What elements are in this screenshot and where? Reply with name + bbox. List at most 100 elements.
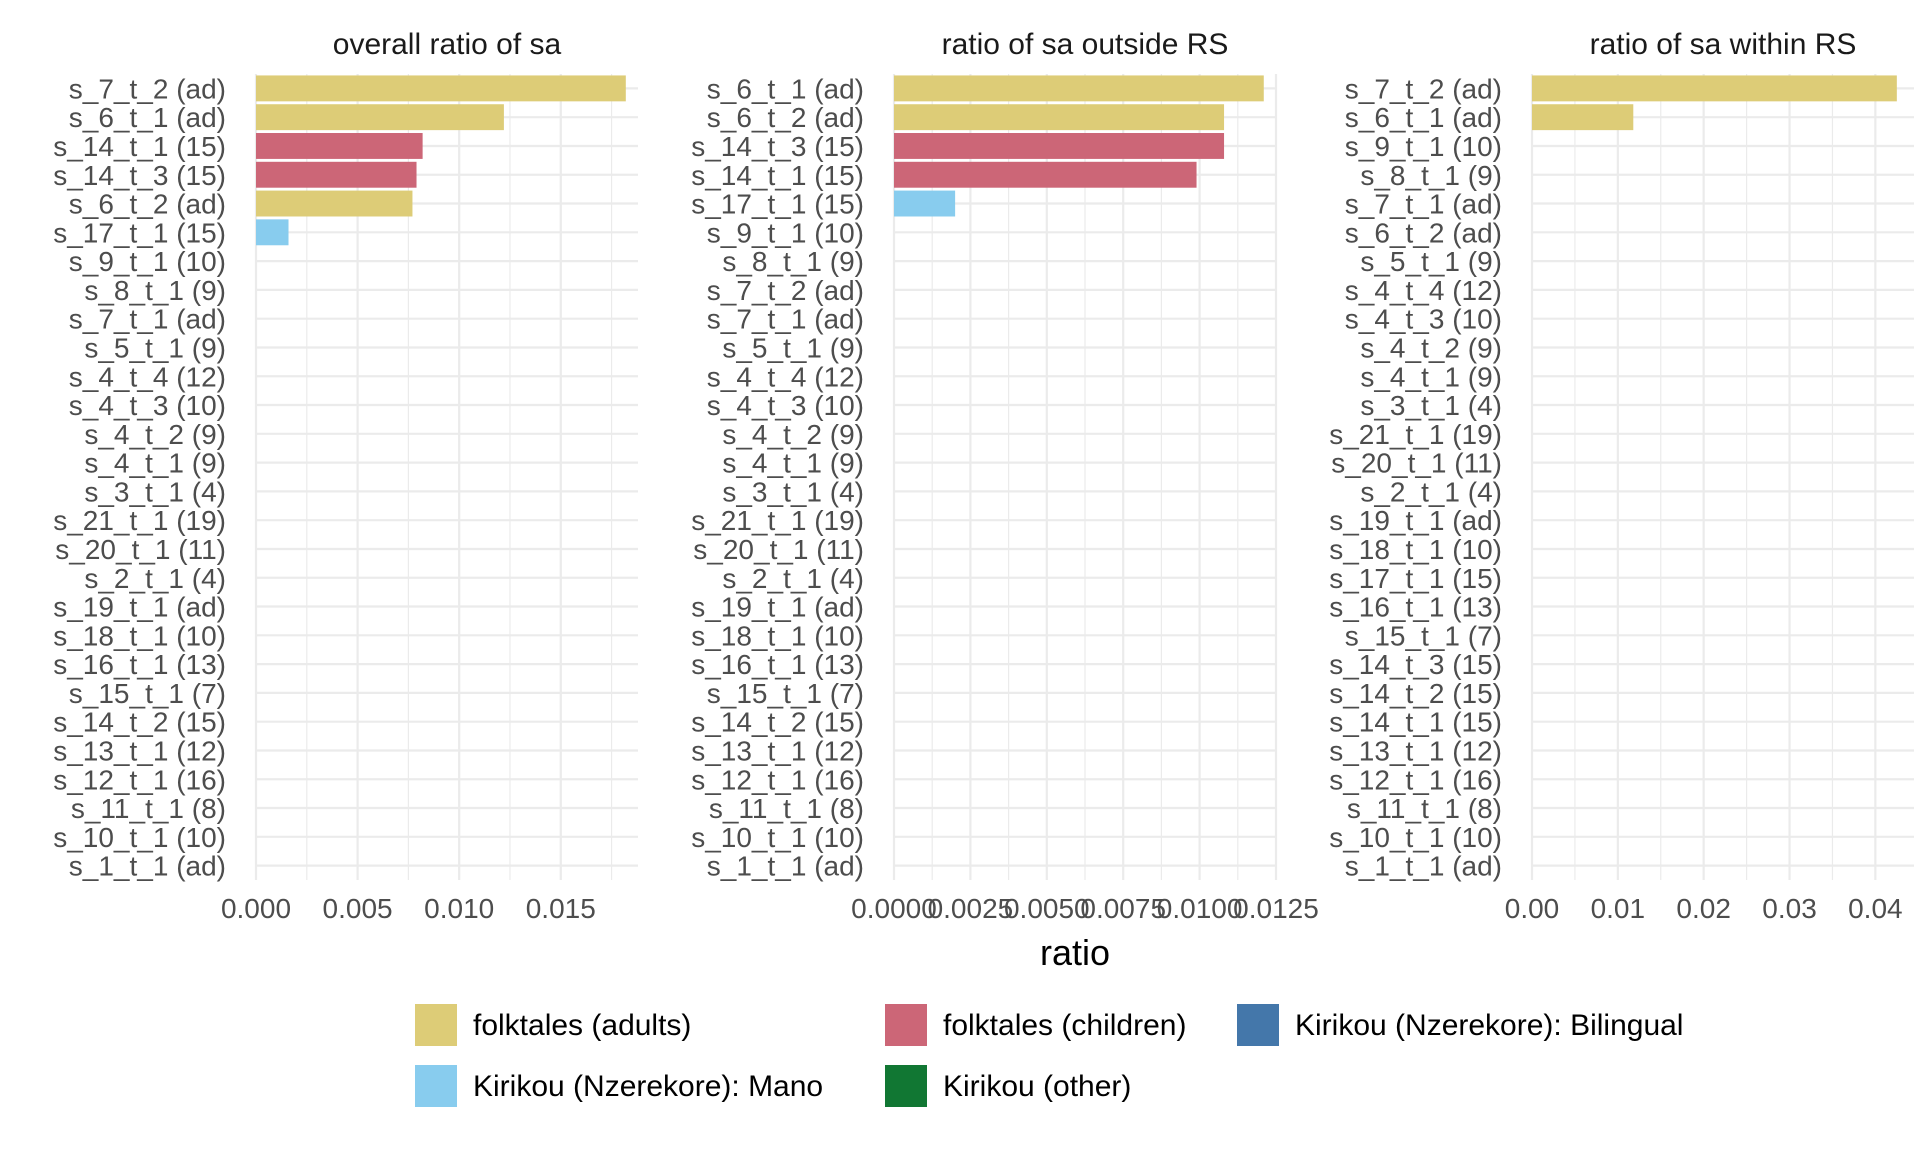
category-label: s_18_t_1 (10)	[53, 620, 226, 651]
category-label: s_7_t_1 (ad)	[707, 304, 864, 335]
bar	[256, 133, 423, 159]
category-label: s_14_t_2 (15)	[691, 707, 864, 738]
category-label: s_14_t_2 (15)	[53, 707, 226, 738]
category-label: s_21_t_1 (19)	[53, 505, 226, 536]
category-label: s_3_t_1 (4)	[1360, 390, 1502, 421]
category-label: s_1_t_1 (ad)	[69, 851, 226, 882]
category-label: s_4_t_2 (9)	[722, 419, 864, 450]
category-label: s_5_t_1 (9)	[1360, 246, 1502, 277]
category-label: s_3_t_1 (4)	[722, 476, 864, 507]
x-tick-label: 0.015	[526, 893, 596, 924]
legend-key	[1237, 1004, 1279, 1046]
x-tick-label: 0.04	[1848, 893, 1903, 924]
category-label: s_14_t_2 (15)	[1329, 678, 1502, 709]
category-label: s_1_t_1 (ad)	[1345, 851, 1502, 882]
facet-panels: s_7_t_2 (ad)s_6_t_1 (ad)s_14_t_1 (15)s_1…	[53, 28, 1914, 924]
category-label: s_7_t_2 (ad)	[707, 275, 864, 306]
bar	[256, 104, 504, 131]
x-tick-label: 0.01	[1591, 893, 1646, 924]
category-label: s_17_t_1 (15)	[53, 217, 226, 248]
bar	[894, 133, 1225, 159]
category-label: s_10_t_1 (10)	[691, 822, 864, 853]
category-label: s_20_t_1 (11)	[693, 534, 864, 565]
category-label: s_4_t_4 (12)	[69, 361, 226, 392]
bar	[894, 190, 956, 217]
category-label: s_18_t_1 (10)	[1329, 534, 1502, 565]
category-label: s_16_t_1 (13)	[691, 649, 864, 680]
legend-key	[415, 1065, 457, 1107]
category-label: s_5_t_1 (9)	[84, 332, 226, 363]
category-label: s_2_t_1 (4)	[84, 563, 226, 594]
legend-key	[885, 1065, 927, 1107]
category-label: s_4_t_4 (12)	[1345, 275, 1502, 306]
legend-label: Kirikou (Nzerekore): Mano	[473, 1070, 823, 1103]
legend-label: Kirikou (other)	[943, 1070, 1131, 1103]
category-label: s_16_t_1 (13)	[1329, 592, 1502, 623]
category-label: s_14_t_1 (15)	[1329, 707, 1502, 738]
category-label: s_8_t_1 (9)	[1360, 160, 1502, 191]
x-tick-label: 0.0000	[851, 893, 937, 924]
bar	[894, 75, 1264, 102]
x-tick-label: 0.0125	[1233, 893, 1319, 924]
x-tick-label: 0.03	[1762, 893, 1817, 924]
bar	[256, 75, 626, 102]
category-label: s_17_t_1 (15)	[691, 189, 864, 220]
category-label: s_7_t_1 (ad)	[1345, 189, 1502, 220]
category-label: s_15_t_1 (7)	[69, 678, 226, 709]
category-label: s_6_t_1 (ad)	[69, 102, 226, 133]
x-tick-label: 0.000	[221, 893, 291, 924]
category-label: s_7_t_1 (ad)	[69, 304, 226, 335]
category-label: s_14_t_1 (15)	[53, 131, 226, 162]
category-label: s_10_t_1 (10)	[53, 822, 226, 853]
category-label: s_9_t_1 (10)	[69, 246, 226, 277]
category-label: s_21_t_1 (19)	[1329, 419, 1502, 450]
legend-key	[415, 1004, 457, 1046]
category-label: s_13_t_1 (12)	[53, 735, 226, 766]
category-label: s_2_t_1 (4)	[722, 563, 864, 594]
category-label: s_20_t_1 (11)	[55, 534, 226, 565]
category-label: s_21_t_1 (19)	[691, 505, 864, 536]
category-label: s_4_t_1 (9)	[1360, 361, 1502, 392]
facet-panel: s_7_t_2 (ad)s_6_t_1 (ad)s_14_t_1 (15) s_1…	[53, 28, 638, 924]
x-tick-label: 0.0075	[1080, 893, 1166, 924]
bar	[256, 219, 289, 246]
x-tick-label: 0.0025	[928, 893, 1014, 924]
category-label: s_11_t_1 (8)	[71, 793, 226, 824]
facet-title: ratio of sa within RS	[1590, 28, 1857, 61]
legend: folktales (adults) folktales (children) Ki…	[415, 1004, 1683, 1107]
bar	[256, 190, 413, 217]
category-label: s_14_t_1 (15)	[691, 160, 864, 191]
category-label: s_5_t_1 (9)	[722, 332, 864, 363]
category-label: s_11_t_1 (8)	[1347, 793, 1502, 824]
category-label: s_4_t_3 (10)	[707, 390, 864, 421]
category-label: s_9_t_1 (10)	[1345, 131, 1502, 162]
bar	[256, 161, 417, 188]
x-tick-label: 0.02	[1676, 893, 1731, 924]
bar	[894, 104, 1225, 131]
category-label: s_9_t_1 (10)	[707, 217, 864, 248]
category-label: s_6_t_1 (ad)	[707, 73, 864, 104]
category-label: s_18_t_1 (10)	[691, 620, 864, 651]
facet-title: ratio of sa outside RS	[942, 28, 1229, 61]
category-label: s_14_t_3 (15)	[691, 131, 864, 162]
category-label: s_10_t_1 (10)	[1329, 822, 1502, 853]
category-label: s_4_t_2 (9)	[1360, 332, 1502, 363]
category-label: s_6_t_2 (ad)	[69, 189, 226, 220]
x-tick-label: 0.010	[424, 893, 494, 924]
category-label: s_4_t_3 (10)	[1345, 304, 1502, 335]
category-label: s_4_t_2 (9)	[84, 419, 226, 450]
category-label: s_8_t_1 (9)	[722, 246, 864, 277]
category-label: s_1_t_1 (ad)	[707, 851, 864, 882]
category-label: s_7_t_2 (ad)	[1345, 73, 1502, 104]
category-label: s_7_t_2 (ad)	[69, 73, 226, 104]
x-axis-title: ratio	[1040, 932, 1110, 973]
legend-key	[885, 1004, 927, 1046]
category-label: s_12_t_1 (16)	[53, 764, 226, 795]
category-label: s_13_t_1 (12)	[691, 735, 864, 766]
category-label: s_2_t_1 (4)	[1360, 476, 1502, 507]
bar	[894, 161, 1197, 188]
category-label: s_16_t_1 (13)	[53, 649, 226, 680]
bar	[1532, 104, 1634, 131]
category-label: s_12_t_1 (16)	[1329, 764, 1502, 795]
